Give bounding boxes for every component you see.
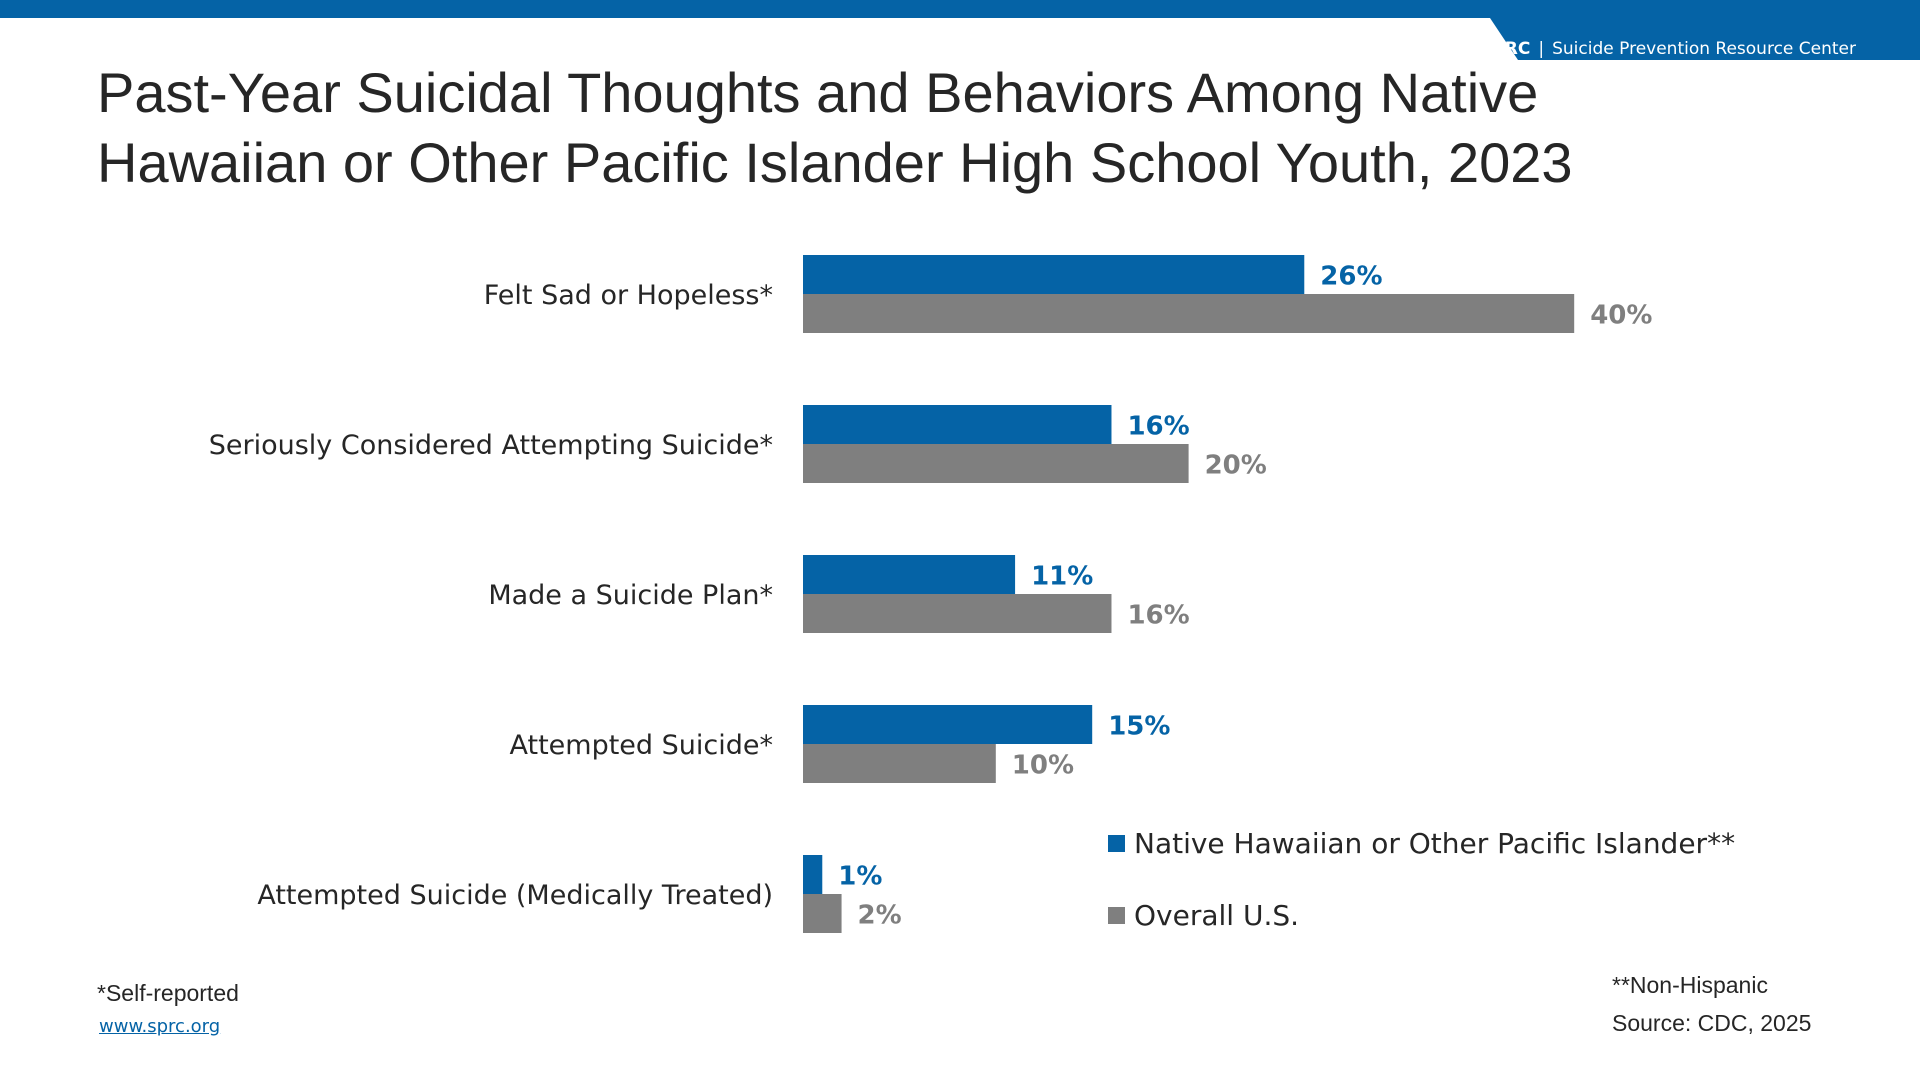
category-label: Attempted Suicide (Medically Treated) xyxy=(257,880,773,911)
value-label-nhopi: 1% xyxy=(838,862,882,892)
bar-nhopi xyxy=(803,705,1093,744)
legend-swatch-nhopi xyxy=(1108,834,1125,852)
bar-nhopi xyxy=(803,255,1305,294)
footnote-self-reported: *Self-reported xyxy=(97,980,239,1006)
chart-title: Past-Year Suicidal Thoughts and Behavior… xyxy=(97,61,1573,194)
brand-name: Suicide Prevention Resource Center xyxy=(1552,39,1856,59)
footnote-non-hispanic: **Non-Hispanic xyxy=(1612,972,1768,998)
legend-swatch-overall xyxy=(1108,906,1125,924)
bar-chart: Felt Sad or Hopeless* 26% 40% Seriously Con… xyxy=(209,255,1652,933)
value-label-nhopi: 26% xyxy=(1320,262,1382,292)
bar-overall xyxy=(803,894,842,933)
top-banner xyxy=(0,0,1920,18)
brand-tab: SPRC | Suicide Prevention Resource Center xyxy=(1480,18,1920,60)
brand-tab-shape xyxy=(1490,18,1920,60)
bar-overall xyxy=(803,594,1112,633)
website-link[interactable]: www.sprc.org xyxy=(99,1016,221,1037)
legend-label-overall: Overall U.S. xyxy=(1134,898,1300,932)
value-label-nhopi: 11% xyxy=(1031,562,1093,592)
value-label-overall: 10% xyxy=(1012,751,1074,781)
category-label: Felt Sad or Hopeless* xyxy=(484,280,773,311)
brand-abbreviation: SPRC xyxy=(1480,39,1531,59)
value-label-nhopi: 16% xyxy=(1127,412,1189,442)
legend-item-nhopi: Native Hawaiian or Other Pacific Islande… xyxy=(1108,826,1735,860)
value-label-overall: 16% xyxy=(1127,601,1189,631)
brand-separator: | xyxy=(1538,39,1545,59)
bar-nhopi xyxy=(803,855,823,894)
value-label-overall: 20% xyxy=(1205,451,1267,481)
bar-nhopi xyxy=(803,405,1112,444)
source-citation: Source: CDC, 2025 xyxy=(1612,1010,1812,1036)
bar-nhopi xyxy=(803,555,1016,594)
footer-notes: **Non-Hispanic Source: CDC, 2025 xyxy=(1612,966,1811,1042)
bar-overall xyxy=(803,294,1575,333)
bar-overall xyxy=(803,444,1189,483)
value-label-nhopi: 15% xyxy=(1108,712,1170,742)
category-label: Seriously Considered Attempting Suicide* xyxy=(209,430,773,461)
legend-label-nhopi: Native Hawaiian or Other Pacific Islande… xyxy=(1134,826,1736,860)
value-label-overall: 2% xyxy=(858,901,902,931)
value-label-overall: 40% xyxy=(1590,301,1652,331)
category-label: Attempted Suicide* xyxy=(510,730,774,761)
bar-overall xyxy=(803,744,996,783)
category-label: Made a Suicide Plan* xyxy=(488,580,773,611)
brand-text: SPRC | Suicide Prevention Resource Center xyxy=(1480,39,1856,59)
chart-legend: Native Hawaiian or Other Pacific Islande… xyxy=(1108,826,1735,970)
legend-item-overall: Overall U.S. xyxy=(1108,898,1735,932)
